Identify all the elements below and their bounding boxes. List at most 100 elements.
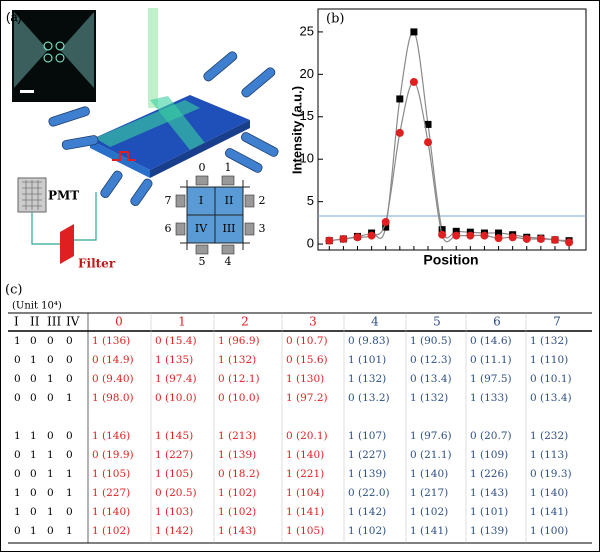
table-cell: 1 (140) <box>92 506 130 518</box>
data-point <box>438 226 446 234</box>
fiber <box>100 170 123 198</box>
table-cell: 1 (103) <box>155 506 193 518</box>
y-tick-label: 25 <box>300 23 314 38</box>
table-cell: 1 (133) <box>470 392 508 404</box>
data-point <box>522 234 531 243</box>
fiber <box>130 178 153 206</box>
table-cell: 0 <box>47 487 54 499</box>
table-cell: 0 <box>14 392 21 404</box>
table-cell: 1 (90.5) <box>410 335 452 347</box>
column-header: 2 <box>241 315 249 329</box>
fiber <box>203 51 238 82</box>
port <box>244 194 255 208</box>
table-cell: 0 <box>30 335 37 347</box>
data-point <box>466 231 475 240</box>
table-cell: 0 <box>14 525 21 537</box>
region-label: I <box>199 194 203 207</box>
port <box>244 222 255 236</box>
y-tick-label: 10 <box>300 151 314 166</box>
table-cell: 1 (135) <box>155 354 193 366</box>
column-header: III <box>47 315 61 329</box>
table-cell: 0 <box>47 525 54 537</box>
column-header: 4 <box>371 315 379 329</box>
port <box>195 244 209 255</box>
table-cell: 1 (227) <box>348 449 386 461</box>
table-cell: 0 (13.2) <box>348 392 390 404</box>
port-label: 6 <box>165 222 172 235</box>
table-cell: 1 (102) <box>410 506 448 518</box>
plot-frame <box>317 8 587 251</box>
table-cell: 1 <box>30 354 37 366</box>
data-point <box>395 128 404 137</box>
table-cell: 0 <box>30 487 37 499</box>
table-cell: 0 (11.1) <box>470 354 512 366</box>
region-grid <box>180 180 250 250</box>
column-header: 5 <box>433 315 441 329</box>
table-cell: 1 <box>66 468 73 480</box>
panel-label: (a) <box>6 9 22 24</box>
table-cell: 0 (22.0) <box>348 487 390 499</box>
table-cell: 1 (221) <box>286 468 324 480</box>
table-cell: 1 (213) <box>218 430 256 442</box>
panel-b: (b) Intensity (a.u.) Position 0 5 10 15 20 25 <box>289 8 587 268</box>
table-cell: 1 (139) <box>218 449 256 461</box>
table-cell: 0 <box>14 449 21 461</box>
chip-top <box>90 95 250 170</box>
data-point <box>424 120 432 128</box>
port-label: 3 <box>259 222 266 235</box>
table-cell: 1 (140) <box>286 449 324 461</box>
fiber <box>61 135 99 150</box>
pmt-grid <box>22 180 42 210</box>
signal-pulse <box>112 151 136 161</box>
table-cell: 0 <box>14 354 21 366</box>
table-cell: 1 (142) <box>348 506 386 518</box>
table-cell: 1 (140) <box>410 468 448 480</box>
table-cell: 1 (132) <box>530 335 568 347</box>
column-header: I <box>14 315 19 329</box>
data-point <box>353 233 362 242</box>
port-label: 0 <box>199 161 206 174</box>
table-cell: 0 (9.40) <box>92 373 134 385</box>
waveguide <box>150 96 205 150</box>
table-cell: 0 (10.0) <box>155 392 197 404</box>
fiber <box>225 148 263 173</box>
table-cell: 0 <box>66 506 73 518</box>
table-cell: 1 (226) <box>470 468 508 480</box>
scale-bar <box>20 90 34 93</box>
panel-label: (b) <box>326 12 344 27</box>
table-cell: 1 (101) <box>348 354 386 366</box>
table-cell: 0 <box>14 373 21 385</box>
table-cell: 1 (140) <box>530 487 568 499</box>
table-cell: 0 <box>66 335 73 347</box>
data-point <box>381 217 390 226</box>
table-cell: 0 <box>30 392 37 404</box>
port <box>221 244 235 255</box>
table-cell: 1 (102) <box>218 506 256 518</box>
panel-a: (a) PMT Filter <box>6 8 279 271</box>
table-cell: 1 (217) <box>410 487 448 499</box>
column-header: 7 <box>553 315 561 329</box>
table-cell: 1 <box>66 525 73 537</box>
port-label: 2 <box>259 194 266 207</box>
port-label: 7 <box>165 194 172 207</box>
table-cell: 1 (105) <box>92 468 130 480</box>
x-axis-label: Position <box>423 252 478 268</box>
table-cell: 0 (19.3) <box>530 468 572 480</box>
data-point <box>409 77 418 86</box>
table-cell: 0 (14.9) <box>92 354 134 366</box>
port-label: 5 <box>199 255 206 268</box>
table-cell: 1 (227) <box>155 449 193 461</box>
inset-ring <box>43 53 53 63</box>
y-tick-label: 20 <box>300 66 314 81</box>
data-point <box>452 227 460 235</box>
port <box>175 194 186 208</box>
y-tick-label: 5 <box>307 193 314 208</box>
data-point <box>508 233 517 242</box>
data-point <box>382 223 390 231</box>
table-cell: 1 (232) <box>530 430 568 442</box>
data-point <box>494 234 503 243</box>
table-cell: 1 (97.6) <box>410 430 452 442</box>
table-cell: 1 (100) <box>530 525 568 537</box>
table-cell: 1 (110) <box>530 354 568 366</box>
